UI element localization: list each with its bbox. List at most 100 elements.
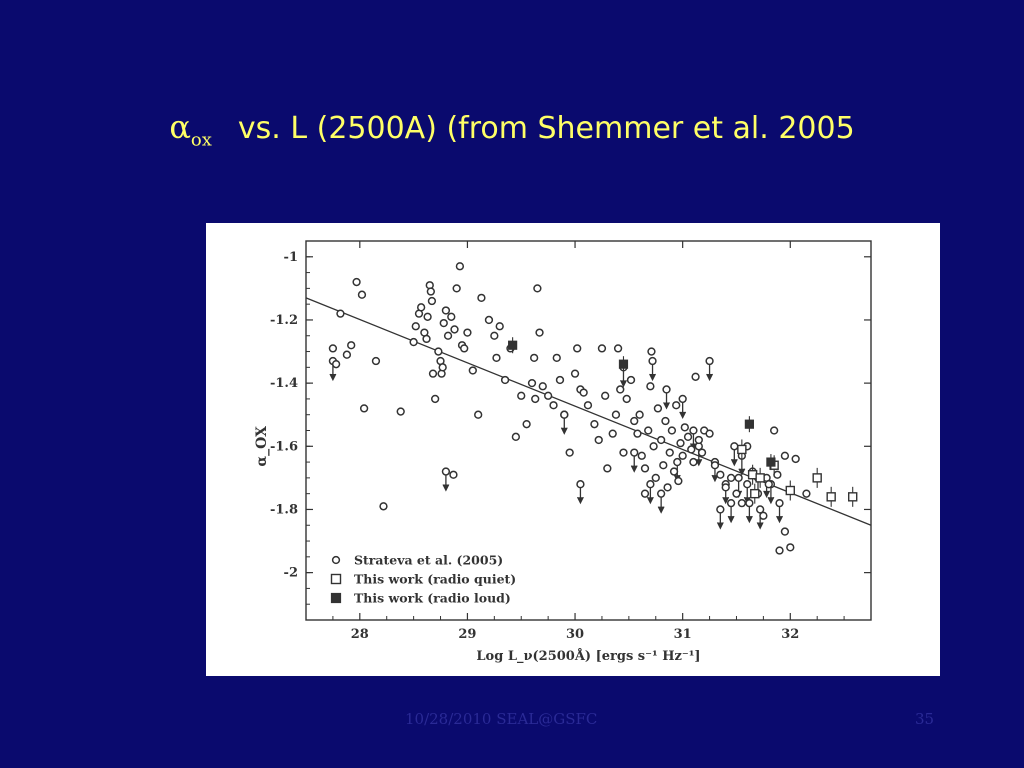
data-point-circle — [656, 435, 666, 445]
data-point-circle — [533, 284, 542, 293]
upper-limit-arrowhead — [649, 373, 656, 382]
data-point-circle — [716, 470, 725, 479]
data-point-circle — [328, 344, 338, 353]
data-point-circle — [626, 375, 636, 385]
data-point-circle — [527, 378, 537, 388]
data-point-circle — [434, 347, 443, 356]
footer-date: 10/28/2010 SEAL@GSFC — [405, 710, 598, 728]
data-point-circle — [775, 546, 784, 555]
data-point-circle — [342, 350, 352, 359]
y-tick-label: -1 — [284, 250, 298, 265]
data-point-circle — [721, 483, 730, 492]
data-point-circle — [649, 442, 658, 451]
data-point-circle — [697, 448, 707, 457]
data-point-circle — [455, 262, 465, 271]
data-point-square — [750, 488, 760, 499]
data-point-circle — [656, 489, 666, 498]
data-point-circle — [347, 341, 356, 350]
x-tick-label: 28 — [351, 627, 369, 642]
data-point-square — [755, 473, 765, 483]
data-point-circle — [441, 467, 451, 476]
data-point-circle — [730, 442, 739, 451]
data-point-circle — [601, 391, 610, 400]
scatter-chart: 28 29 30 31 32 -1 -1.2 -1.4 -1.6 -1.8 -2 Log L_ν(25… — [254, 240, 872, 664]
data-point-circle — [676, 438, 685, 448]
upper-limit-arrowhead — [730, 459, 738, 467]
data-point-circle — [743, 480, 752, 489]
data-point-circle — [756, 505, 765, 514]
data-point-circle — [449, 470, 458, 479]
data-point-circle — [603, 464, 612, 473]
data-point-circle — [705, 356, 714, 366]
upper-limit-arrowhead — [630, 465, 638, 473]
data-point-circle — [630, 416, 639, 426]
upper-limit-arrowhead — [776, 515, 783, 524]
data-point-circle — [635, 410, 644, 419]
data-point-circle — [802, 489, 811, 498]
data-point-circle — [659, 461, 668, 470]
data-point-circle — [531, 394, 540, 404]
data-point-square — [785, 485, 795, 496]
y-tick-label: -1.2 — [270, 313, 298, 328]
upper-limit-arrowhead — [756, 522, 764, 530]
data-point-circle — [653, 404, 663, 413]
data-point-circle — [490, 331, 499, 340]
data-point-circle — [773, 470, 782, 479]
data-point-circle — [647, 347, 656, 356]
data-point-circle — [576, 480, 585, 489]
regression-line — [305, 297, 872, 526]
data-point-circle — [780, 527, 790, 536]
data-point-circle — [427, 296, 437, 306]
data-point-square — [747, 470, 758, 480]
x-tick-label: 31 — [674, 627, 692, 642]
title-text: vs. L (2500A) (from Shemmer et al. 2005 — [237, 111, 855, 146]
data-point-circle — [726, 473, 736, 483]
data-point-circle — [331, 360, 341, 369]
data-point-circle — [667, 426, 677, 435]
upper-limit-arrowhead — [679, 411, 687, 420]
data-point-circle — [552, 353, 561, 363]
data-point-circle — [640, 489, 650, 498]
data-point-circle — [637, 451, 646, 460]
upper-limit-arrowhead — [727, 515, 735, 524]
data-point-circle — [411, 322, 420, 331]
footer-page-number: 35 — [915, 710, 935, 728]
data-point-circle — [734, 473, 743, 483]
data-point-circle — [672, 401, 681, 410]
data-point-circle — [428, 369, 438, 378]
data-point-circle — [579, 388, 588, 397]
legend-label: This work (radio quiet) — [354, 572, 516, 587]
data-point-circle — [775, 498, 784, 508]
data-point-circle — [522, 420, 531, 429]
data-point-circle — [573, 344, 582, 353]
data-point-circle — [379, 502, 388, 511]
upper-limit-arrowhead — [576, 496, 584, 505]
upper-limit-arrowhead — [722, 496, 730, 505]
data-point-circle — [565, 448, 574, 457]
data-point-circle — [426, 287, 435, 296]
data-point-circle — [678, 451, 687, 460]
data-point-circle — [651, 473, 660, 483]
data-point-circle — [422, 334, 431, 344]
data-point-square — [812, 473, 822, 483]
data-point-circle — [447, 312, 456, 321]
data-point-circle — [732, 489, 741, 498]
data-point-circle — [665, 448, 674, 457]
data-point-circle — [474, 410, 483, 419]
data-point-circle — [691, 372, 700, 381]
data-point-circle — [560, 410, 569, 419]
data-point-circle — [423, 312, 432, 321]
data-point-circle — [673, 457, 682, 467]
data-point-circle — [737, 498, 747, 508]
upper-limit-arrowhead — [738, 468, 746, 476]
data-point-circle — [439, 318, 448, 328]
figure-panel: 28 29 30 31 32 -1 -1.2 -1.4 -1.6 -1.8 -2 Log L_ν(25… — [206, 223, 940, 676]
upper-limit-arrowhead — [646, 496, 654, 505]
data-point-circle — [648, 356, 657, 366]
data-point-square — [848, 492, 858, 502]
data-point-circle — [661, 416, 670, 426]
data-point-circle — [663, 483, 672, 492]
data-point-circle — [484, 315, 494, 325]
data-point-circle — [583, 401, 593, 410]
y-axis-label: α_OX — [254, 426, 270, 467]
